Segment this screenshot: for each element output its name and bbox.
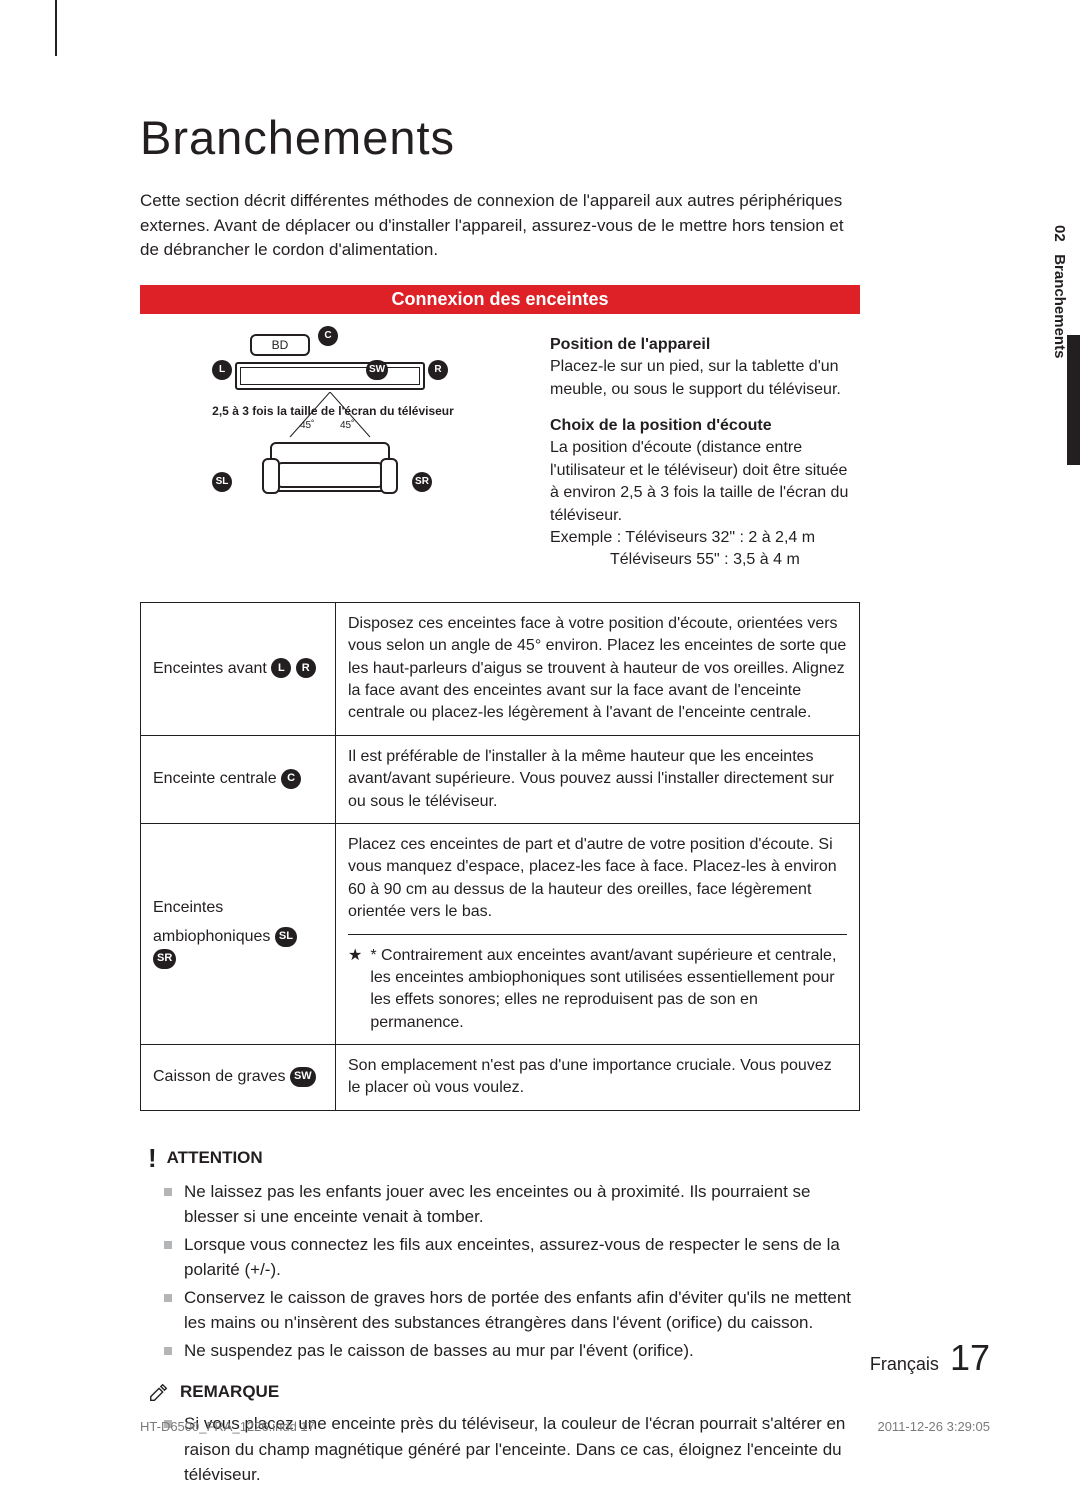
- bd-box: BD: [250, 334, 310, 356]
- badge-c: C: [281, 769, 301, 789]
- attention-list: Ne laissez pas les enfants jouer avec le…: [140, 1179, 860, 1364]
- remark-head: REMARQUE: [148, 1381, 860, 1403]
- position-p1: Placez-le sur un pied, sur la tablette d…: [550, 356, 860, 401]
- position-h2: Choix de la position d'écoute: [550, 415, 860, 437]
- side-02: 02: [1051, 225, 1068, 242]
- attention-item: Ne laissez pas les enfants jouer avec le…: [164, 1179, 860, 1230]
- position-ex2: Téléviseurs 55" : 3,5 à 4 m: [550, 549, 860, 571]
- row3-divider: [348, 934, 847, 935]
- row4-label: Caisson de graves SW: [141, 1045, 336, 1111]
- badge-sl: SL: [275, 927, 297, 947]
- badge-sr: SR: [153, 949, 176, 969]
- exclaim-icon: !: [148, 1145, 157, 1171]
- footer-file: HT-D6500_FRA_1226.indd 17: [140, 1419, 315, 1434]
- side-tab-dark: [1067, 335, 1080, 465]
- angle2: 45˚: [340, 420, 354, 431]
- row3-label: Enceintes ambiophoniques SL SR: [141, 823, 336, 1044]
- couch: [270, 442, 390, 492]
- section-banner: Connexion des enceintes: [140, 285, 860, 314]
- position-ex: Exemple : Téléviseurs 32" : 2 à 2,4 m: [550, 527, 860, 549]
- side-tab-text: 02 Branchements: [1051, 225, 1068, 358]
- row2-label: Enceinte centrale C: [141, 735, 336, 823]
- attention-item: Lorsque vous connectez les fils aux ence…: [164, 1232, 860, 1283]
- badge-l: L: [271, 658, 291, 678]
- attention-block: ! ATTENTION Ne laissez pas les enfants j…: [140, 1145, 860, 1488]
- position-h1: Position de l'appareil: [550, 334, 860, 356]
- row3-desc: Placez ces enceintes de part et d'autre …: [336, 823, 860, 1044]
- position-p2: La position d'écoute (distance entre l'u…: [550, 437, 860, 527]
- page-number: Français 17: [870, 1337, 990, 1379]
- speaker-diagram: BD C L R SW 2,5 à 3 fois la taille de l'…: [140, 332, 520, 522]
- attention-item: Conservez le caisson de graves hors de p…: [164, 1285, 860, 1336]
- sl-badge: SL: [212, 472, 232, 492]
- badge-r: R: [296, 658, 316, 678]
- attention-item: Ne suspendez pas le caisson de basses au…: [164, 1338, 860, 1364]
- crop-mark: [55, 0, 57, 56]
- row4-desc: Son emplacement n'est pas d'une importan…: [336, 1045, 860, 1111]
- angle-lines: [280, 392, 380, 442]
- note-icon: [148, 1381, 170, 1403]
- row2-desc: Il est préférable de l'installer à la mê…: [336, 735, 860, 823]
- page-title: Branchements: [140, 110, 990, 165]
- c-badge: C: [318, 326, 338, 346]
- l-badge: L: [212, 360, 232, 380]
- position-column: Position de l'appareil Placez-le sur un …: [550, 332, 860, 572]
- page-footer: HT-D6500_FRA_1226.indd 17 2011-12-26 3:2…: [140, 1419, 990, 1434]
- row1-desc: Disposez ces enceintes face à votre posi…: [336, 602, 860, 735]
- intro-paragraph: Cette section décrit différentes méthode…: [140, 189, 860, 263]
- tv-outline: [235, 362, 425, 390]
- speaker-table: Enceintes avant L R Disposez ces enceint…: [140, 602, 860, 1111]
- side-tab: 02 Branchements: [1054, 105, 1080, 595]
- sr-badge: SR: [412, 472, 432, 492]
- footer-date: 2011-12-26 3:29:05: [877, 1419, 990, 1434]
- badge-sw: SW: [290, 1067, 316, 1087]
- attention-head: ! ATTENTION: [148, 1145, 860, 1171]
- side-label: Branchements: [1051, 254, 1068, 358]
- sw-badge: SW: [366, 360, 388, 380]
- row1-label: Enceintes avant L R: [141, 602, 336, 735]
- r-badge: R: [428, 360, 448, 380]
- angle1: 45˚: [300, 420, 314, 431]
